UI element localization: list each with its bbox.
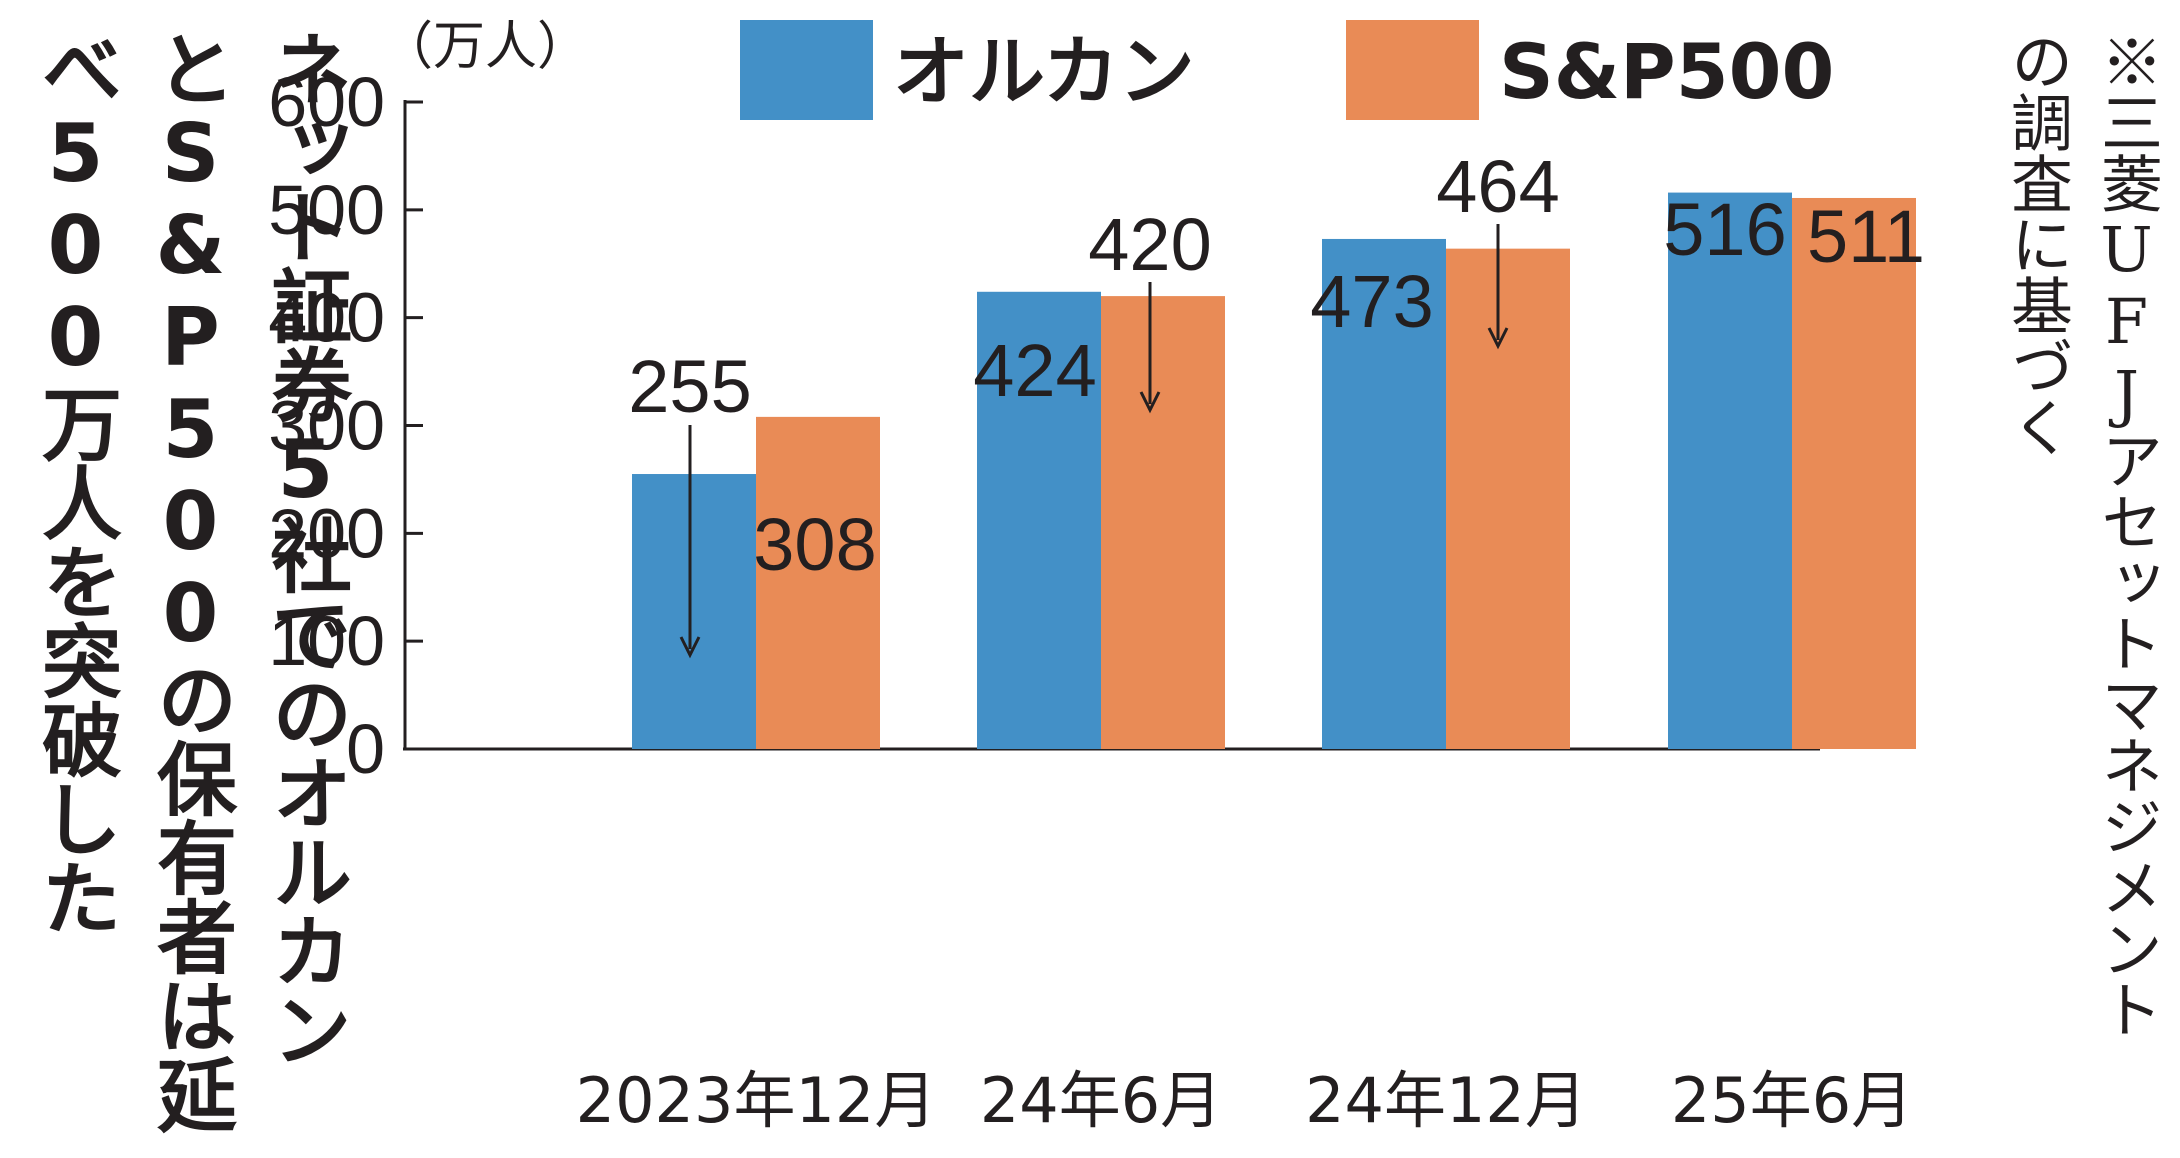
- value-label-sp500: 308: [753, 503, 876, 586]
- y-tick-label: 500: [268, 171, 385, 249]
- value-label-orukan: 424: [973, 329, 1096, 412]
- legend: オルカン S&P500: [740, 20, 1834, 120]
- legend-swatch-sp500: [1346, 20, 1479, 120]
- value-label-sp500: 511: [1807, 195, 1925, 278]
- source-note-line-1: ※三菱UFJアセットマネジメント: [2090, 30, 2163, 1039]
- x-category-label: 2023年12月: [576, 1064, 937, 1137]
- bar-orukan: [977, 291, 1101, 749]
- legend-label-sp500: S&P500: [1499, 27, 1834, 116]
- bar-sp500: [1101, 296, 1225, 749]
- x-axis: 2023年12月 24年6月 24年12月 25年6月: [576, 1064, 1914, 1137]
- y-tick-label: 0: [346, 710, 385, 788]
- value-label-sp500: 420: [1088, 203, 1211, 286]
- bar-sp500: [1792, 197, 1916, 749]
- chart-title-line-2: とS&P500の保有者は延: [144, 28, 237, 1133]
- legend-label-orukan: オルカン: [893, 27, 1195, 116]
- leader-arrowhead: [679, 636, 701, 659]
- bar-orukan: [1668, 192, 1792, 749]
- x-category-label: 24年6月: [980, 1064, 1222, 1137]
- y-tick-label: 400: [268, 279, 385, 357]
- chart-title-line-1: ネット証券5社でのオルカン: [259, 28, 352, 1068]
- bars: [632, 192, 1916, 750]
- value-label-sp500: 464: [1436, 145, 1559, 228]
- x-category-label: 24年12月: [1305, 1064, 1587, 1137]
- y-axis-unit-label: （万人）: [381, 17, 589, 77]
- x-category-label: 25年6月: [1671, 1064, 1913, 1137]
- y-tick-label: 600: [268, 63, 385, 141]
- leader-arrowhead: [1139, 391, 1161, 414]
- y-tick-label: 300: [268, 387, 385, 465]
- bar-orukan: [1322, 238, 1446, 749]
- bar-sp500: [1446, 248, 1570, 750]
- legend-swatch-orukan: [740, 20, 873, 120]
- leader-arrowhead: [1487, 327, 1509, 350]
- source-note-line-2: の調査に基づく: [2000, 30, 2073, 457]
- y-tick-label: 200: [268, 494, 385, 572]
- bar-sp500: [756, 416, 880, 749]
- value-label-orukan: 473: [1310, 260, 1433, 343]
- bar-orukan: [632, 474, 756, 749]
- value-label-orukan: 255: [628, 345, 751, 428]
- chart-title-line-3: べ500万人を突破した: [29, 28, 122, 936]
- y-tick-label: 100: [268, 602, 385, 680]
- value-label-orukan: 516: [1663, 188, 1786, 271]
